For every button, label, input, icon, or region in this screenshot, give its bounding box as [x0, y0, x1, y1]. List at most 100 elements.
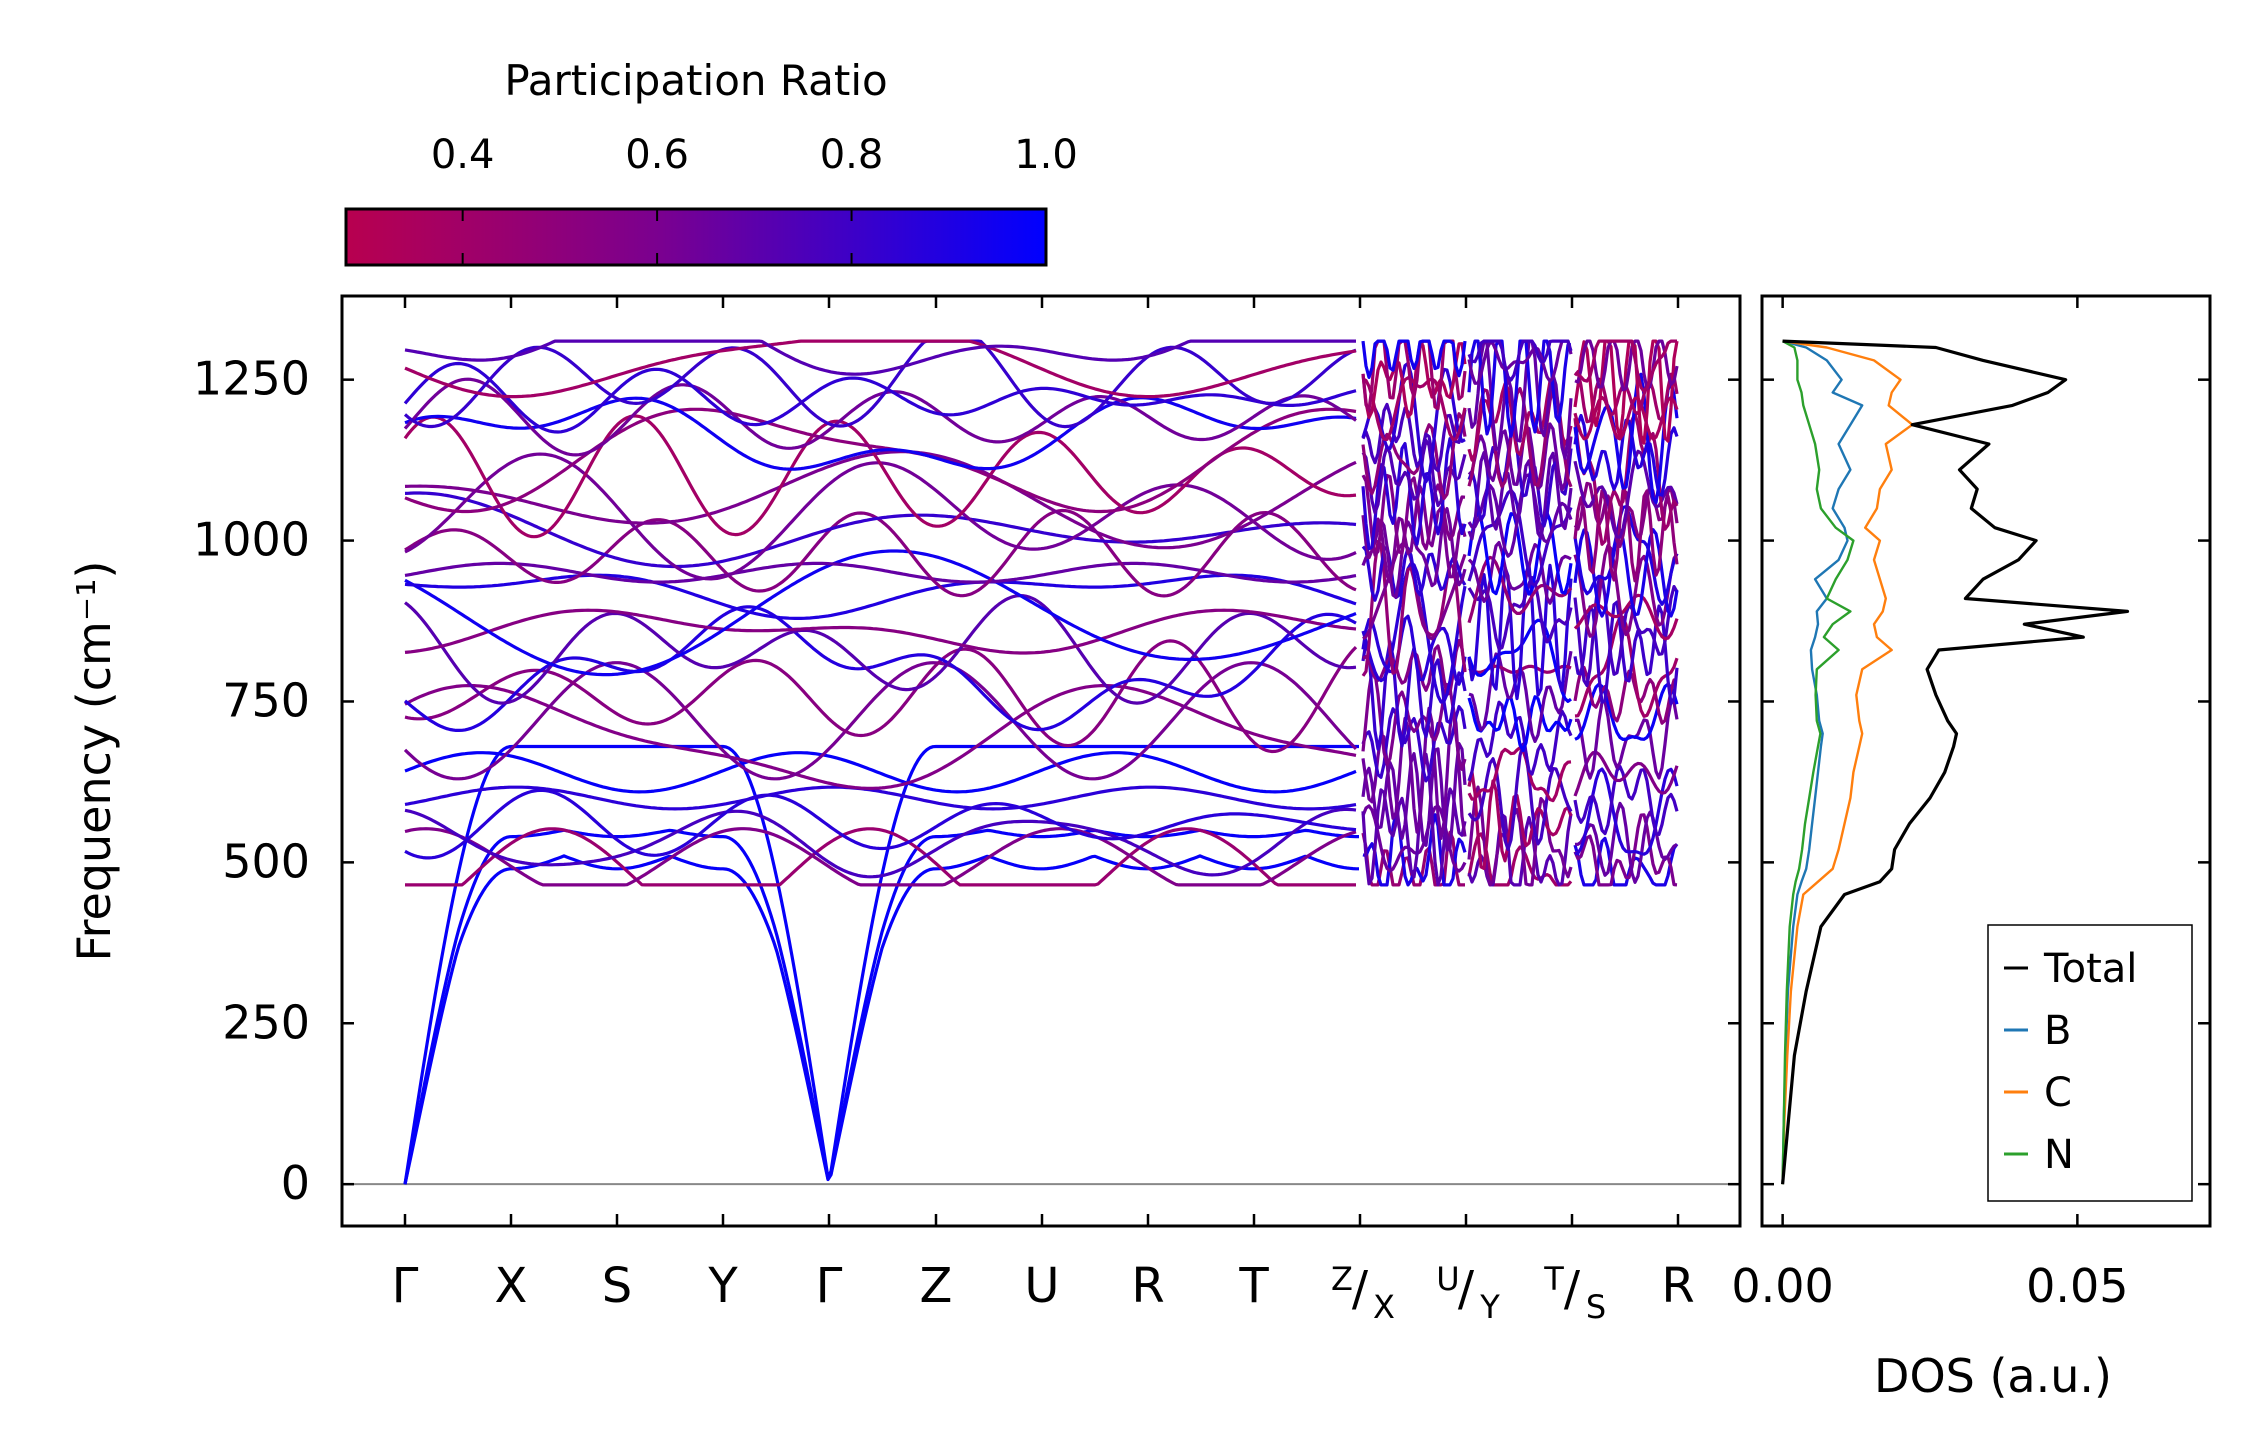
- optical-band: [1573, 488, 1679, 583]
- k-point-label-sub: Y: [1479, 1288, 1500, 1326]
- y-axis-label: Frequency (cm⁻¹): [67, 561, 121, 962]
- optical-band: [1467, 575, 1573, 651]
- colorbar-tick-label: 0.8: [820, 132, 884, 178]
- k-point-label: Y: [707, 1258, 738, 1314]
- optical-band: [1361, 437, 1467, 551]
- k-point-label: R: [1661, 1258, 1694, 1314]
- optical-band: [1573, 395, 1679, 441]
- optical-band: [1467, 339, 1573, 385]
- optical-band: [404, 339, 1357, 399]
- dos-x-axis-label: DOS (a.u.): [1874, 1349, 2112, 1403]
- optical-band: [404, 807, 1357, 879]
- acoustic-branch: [403, 854, 1359, 1185]
- colorbar-title: Participation Ratio: [504, 56, 887, 105]
- optical-band: [1573, 575, 1679, 688]
- optical-band: [403, 661, 1358, 781]
- dos-curve-c: [1781, 339, 1914, 1185]
- optical-band: [1467, 511, 1573, 596]
- k-point-label: X: [495, 1258, 528, 1314]
- dos-ticks: 0.00 0.05: [1731, 296, 2210, 1313]
- optical-band: [1573, 813, 1678, 887]
- k-point-label: Z: [920, 1258, 953, 1314]
- legend-label: N: [2044, 1132, 2074, 1178]
- optical-band: [1574, 615, 1679, 718]
- k-point-label-sup: Z: [1331, 1260, 1353, 1298]
- dos-x-tick-label: 0.00: [1731, 1259, 1833, 1313]
- optical-band: [1361, 438, 1467, 515]
- colorbar: Participation Ratio 0.4 0.6 0.8 1.0: [344, 56, 1078, 267]
- dos-axes-frame: [1760, 294, 2212, 1228]
- optical-band: [404, 573, 1357, 620]
- optical-band: [1573, 764, 1679, 836]
- k-point-label: R: [1131, 1258, 1164, 1314]
- optical-band: [1574, 339, 1677, 394]
- optical-band: [403, 377, 1357, 457]
- optical-band: [1574, 339, 1679, 392]
- optical-band: [1573, 600, 1679, 706]
- optical-band: [403, 361, 1357, 434]
- k-point-separator: /: [1458, 1261, 1475, 1317]
- optical-band: [404, 751, 1357, 794]
- k-point-label-sup: T: [1543, 1260, 1564, 1298]
- optical-band: [1573, 593, 1679, 641]
- colorbar-ticks: 0.4 0.6 0.8 1.0: [431, 132, 1078, 265]
- colorbar-gradient: [344, 207, 1048, 267]
- optical-band: [1467, 770, 1573, 870]
- acoustic-branch: [403, 744, 1359, 1185]
- optical-band: [1361, 752, 1467, 887]
- optical-band: [1467, 541, 1572, 605]
- y-tick-label: 500: [222, 834, 310, 888]
- optical-band: [1574, 801, 1678, 884]
- k-point-label: T: [1238, 1258, 1269, 1314]
- optical-band: [404, 508, 1357, 598]
- legend-label: Total: [2043, 946, 2137, 992]
- y-tick-label: 1250: [193, 352, 310, 406]
- k-point-label: Γ: [392, 1258, 419, 1314]
- k-point-separator: /: [1352, 1261, 1369, 1317]
- k-point-separator: /: [1564, 1261, 1581, 1317]
- dos-curves: [1781, 339, 2130, 1185]
- optical-band: [404, 684, 1357, 790]
- legend: Total BCN: [1987, 924, 2193, 1202]
- dos-panel: 0.00 0.05 DOS (a.u.) Total BCN: [1731, 294, 2212, 1403]
- optical-band: [1361, 614, 1467, 686]
- colorbar-tick-label: 1.0: [1014, 132, 1078, 178]
- optical-band: [1467, 700, 1573, 782]
- optical-band: [1361, 402, 1467, 473]
- optical-band: [1467, 339, 1572, 438]
- optical-band: [1467, 562, 1573, 701]
- k-point-label: Γ: [816, 1258, 843, 1314]
- colorbar-tick-label: 0.4: [431, 132, 495, 178]
- dos-curve-b: [1781, 339, 1864, 1185]
- optical-band: [404, 608, 1357, 655]
- dos-curve-total: [1781, 339, 2130, 1185]
- optical-band: [403, 339, 1357, 429]
- optical-band: [1361, 742, 1467, 852]
- y-tick-label: 0: [281, 1156, 310, 1210]
- k-point-label: U: [1024, 1258, 1059, 1314]
- y-tick-label: 250: [222, 995, 310, 1049]
- optical-band: [1574, 767, 1679, 856]
- legend-items: Total BCN: [2004, 946, 2137, 1178]
- k-point-label: S: [602, 1258, 632, 1314]
- k-point-label-sup: U: [1436, 1260, 1459, 1298]
- optical-band: [1361, 705, 1467, 783]
- phonon-bands: [403, 339, 1679, 1185]
- optical-band: [1573, 372, 1679, 505]
- optical-band: [1573, 339, 1679, 445]
- optical-band: [404, 491, 1357, 569]
- optical-band: [404, 827, 1357, 887]
- legend-label: C: [2044, 1070, 2072, 1116]
- optical-band: [1467, 742, 1573, 851]
- colorbar-tick-label: 0.6: [625, 132, 689, 178]
- optical-band: [1467, 422, 1573, 492]
- optical-band: [404, 549, 1357, 677]
- optical-band: [404, 594, 1357, 705]
- dos-x-tick-label: 0.05: [2026, 1259, 2128, 1313]
- y-tick-label: 750: [222, 673, 310, 727]
- k-point-label-sub: X: [1373, 1288, 1395, 1326]
- dos-curve-n: [1781, 340, 1855, 1185]
- optical-band: [1361, 339, 1467, 379]
